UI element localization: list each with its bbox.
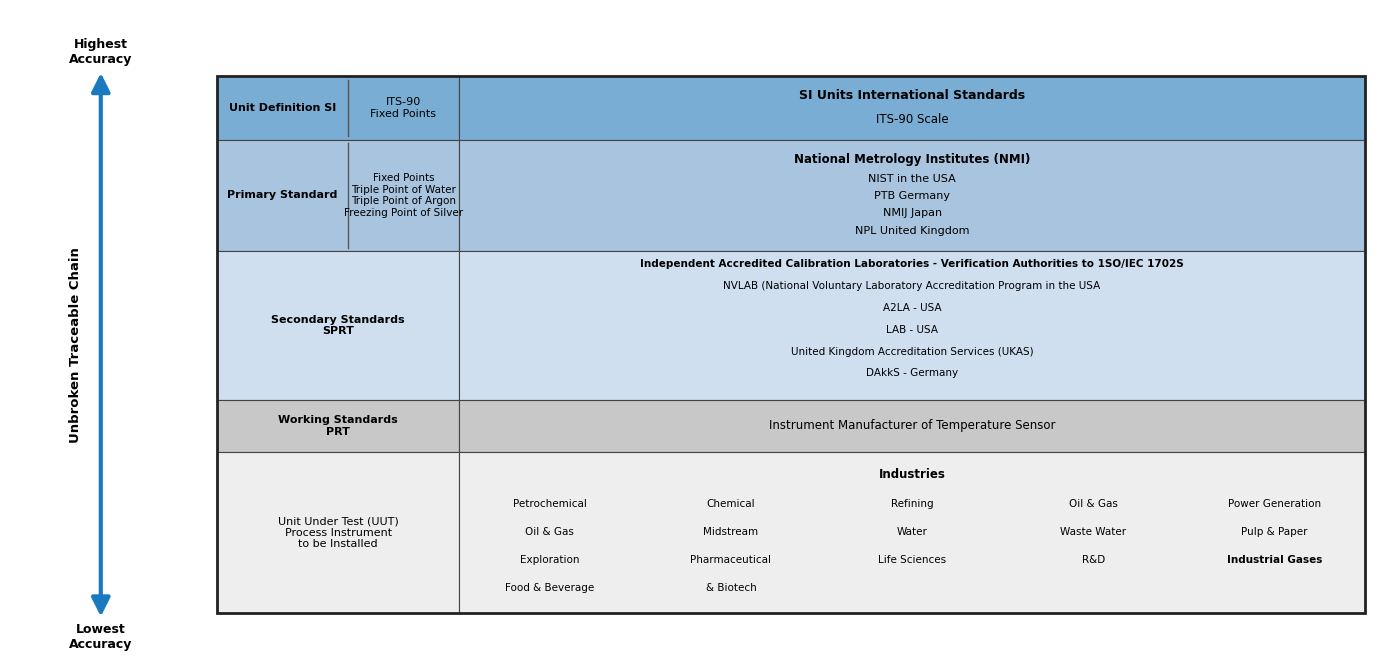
Text: Water: Water	[896, 527, 928, 537]
Text: SI Units International Standards: SI Units International Standards	[799, 90, 1025, 103]
Text: ITS-90
Fixed Points: ITS-90 Fixed Points	[371, 97, 437, 119]
Text: ITS-90 Scale: ITS-90 Scale	[876, 113, 948, 127]
Bar	[459, 400, 1365, 452]
Text: Secondary Standards
SPRT: Secondary Standards SPRT	[272, 315, 405, 336]
Text: NIST in the USA: NIST in the USA	[868, 174, 956, 184]
Text: Industries: Industries	[879, 468, 945, 481]
Text: Waste Water: Waste Water	[1060, 527, 1127, 537]
Text: Unit Under Test (UUT)
Process Instrument
to be Installed: Unit Under Test (UUT) Process Instrument…	[277, 516, 399, 550]
Text: Pulp & Paper: Pulp & Paper	[1242, 527, 1308, 537]
Text: PTB Germany: PTB Germany	[874, 191, 951, 201]
Bar	[459, 76, 1365, 140]
Text: Working Standards
PRT: Working Standards PRT	[279, 415, 398, 437]
Text: Petrochemical: Petrochemical	[512, 499, 587, 509]
Bar	[459, 251, 1365, 400]
Text: NVLAB (National Voluntary Laboratory Accreditation Program in the USA: NVLAB (National Voluntary Laboratory Acc…	[724, 281, 1100, 291]
Text: National Metrology Institutes (NMI): National Metrology Institutes (NMI)	[794, 153, 1030, 166]
Bar	[217, 452, 459, 613]
Text: Primary Standard: Primary Standard	[227, 190, 337, 200]
Bar	[459, 140, 1365, 251]
Bar	[217, 400, 459, 452]
Bar	[459, 452, 1365, 613]
Text: R&D: R&D	[1082, 555, 1105, 565]
Bar	[217, 140, 459, 251]
Text: Exploration: Exploration	[519, 555, 580, 565]
Bar	[217, 76, 459, 140]
Text: Highest
Accuracy: Highest Accuracy	[69, 38, 133, 66]
Text: Industrial Gases: Industrial Gases	[1226, 555, 1322, 565]
Text: Refining: Refining	[890, 499, 934, 509]
Text: Chemical: Chemical	[707, 499, 755, 509]
Text: Food & Beverage: Food & Beverage	[505, 583, 595, 593]
Text: NPL United Kingdom: NPL United Kingdom	[855, 225, 969, 236]
Text: Independent Accredited Calibration Laboratories - Verification Authorities to 1S: Independent Accredited Calibration Labor…	[640, 259, 1184, 269]
Text: LAB - USA: LAB - USA	[886, 325, 938, 335]
Bar	[217, 76, 1365, 613]
Text: DAkkS - Germany: DAkkS - Germany	[867, 369, 958, 379]
Text: Pharmaceutical: Pharmaceutical	[690, 555, 771, 565]
Text: Power Generation: Power Generation	[1228, 499, 1322, 509]
Text: Instrument Manufacturer of Temperature Sensor: Instrument Manufacturer of Temperature S…	[769, 420, 1056, 432]
Text: A2LA - USA: A2LA - USA	[883, 303, 941, 313]
Text: & Biotech: & Biotech	[706, 583, 756, 593]
Text: United Kingdom Accreditation Services (UKAS): United Kingdom Accreditation Services (U…	[791, 347, 1033, 357]
Bar	[217, 251, 459, 400]
Text: Midstream: Midstream	[703, 527, 759, 537]
Text: Fixed Points
Triple Point of Water
Triple Point of Argon
Freezing Point of Silve: Fixed Points Triple Point of Water Tripl…	[344, 173, 463, 218]
Text: Oil & Gas: Oil & Gas	[525, 527, 574, 537]
Text: Oil & Gas: Oil & Gas	[1068, 499, 1117, 509]
Text: Unit Definition SI: Unit Definition SI	[228, 103, 336, 113]
Text: NMIJ Japan: NMIJ Japan	[882, 208, 942, 218]
Text: Unbroken Traceable Chain: Unbroken Traceable Chain	[69, 247, 83, 443]
Text: Life Sciences: Life Sciences	[878, 555, 946, 565]
Text: Lowest
Accuracy: Lowest Accuracy	[69, 623, 133, 651]
